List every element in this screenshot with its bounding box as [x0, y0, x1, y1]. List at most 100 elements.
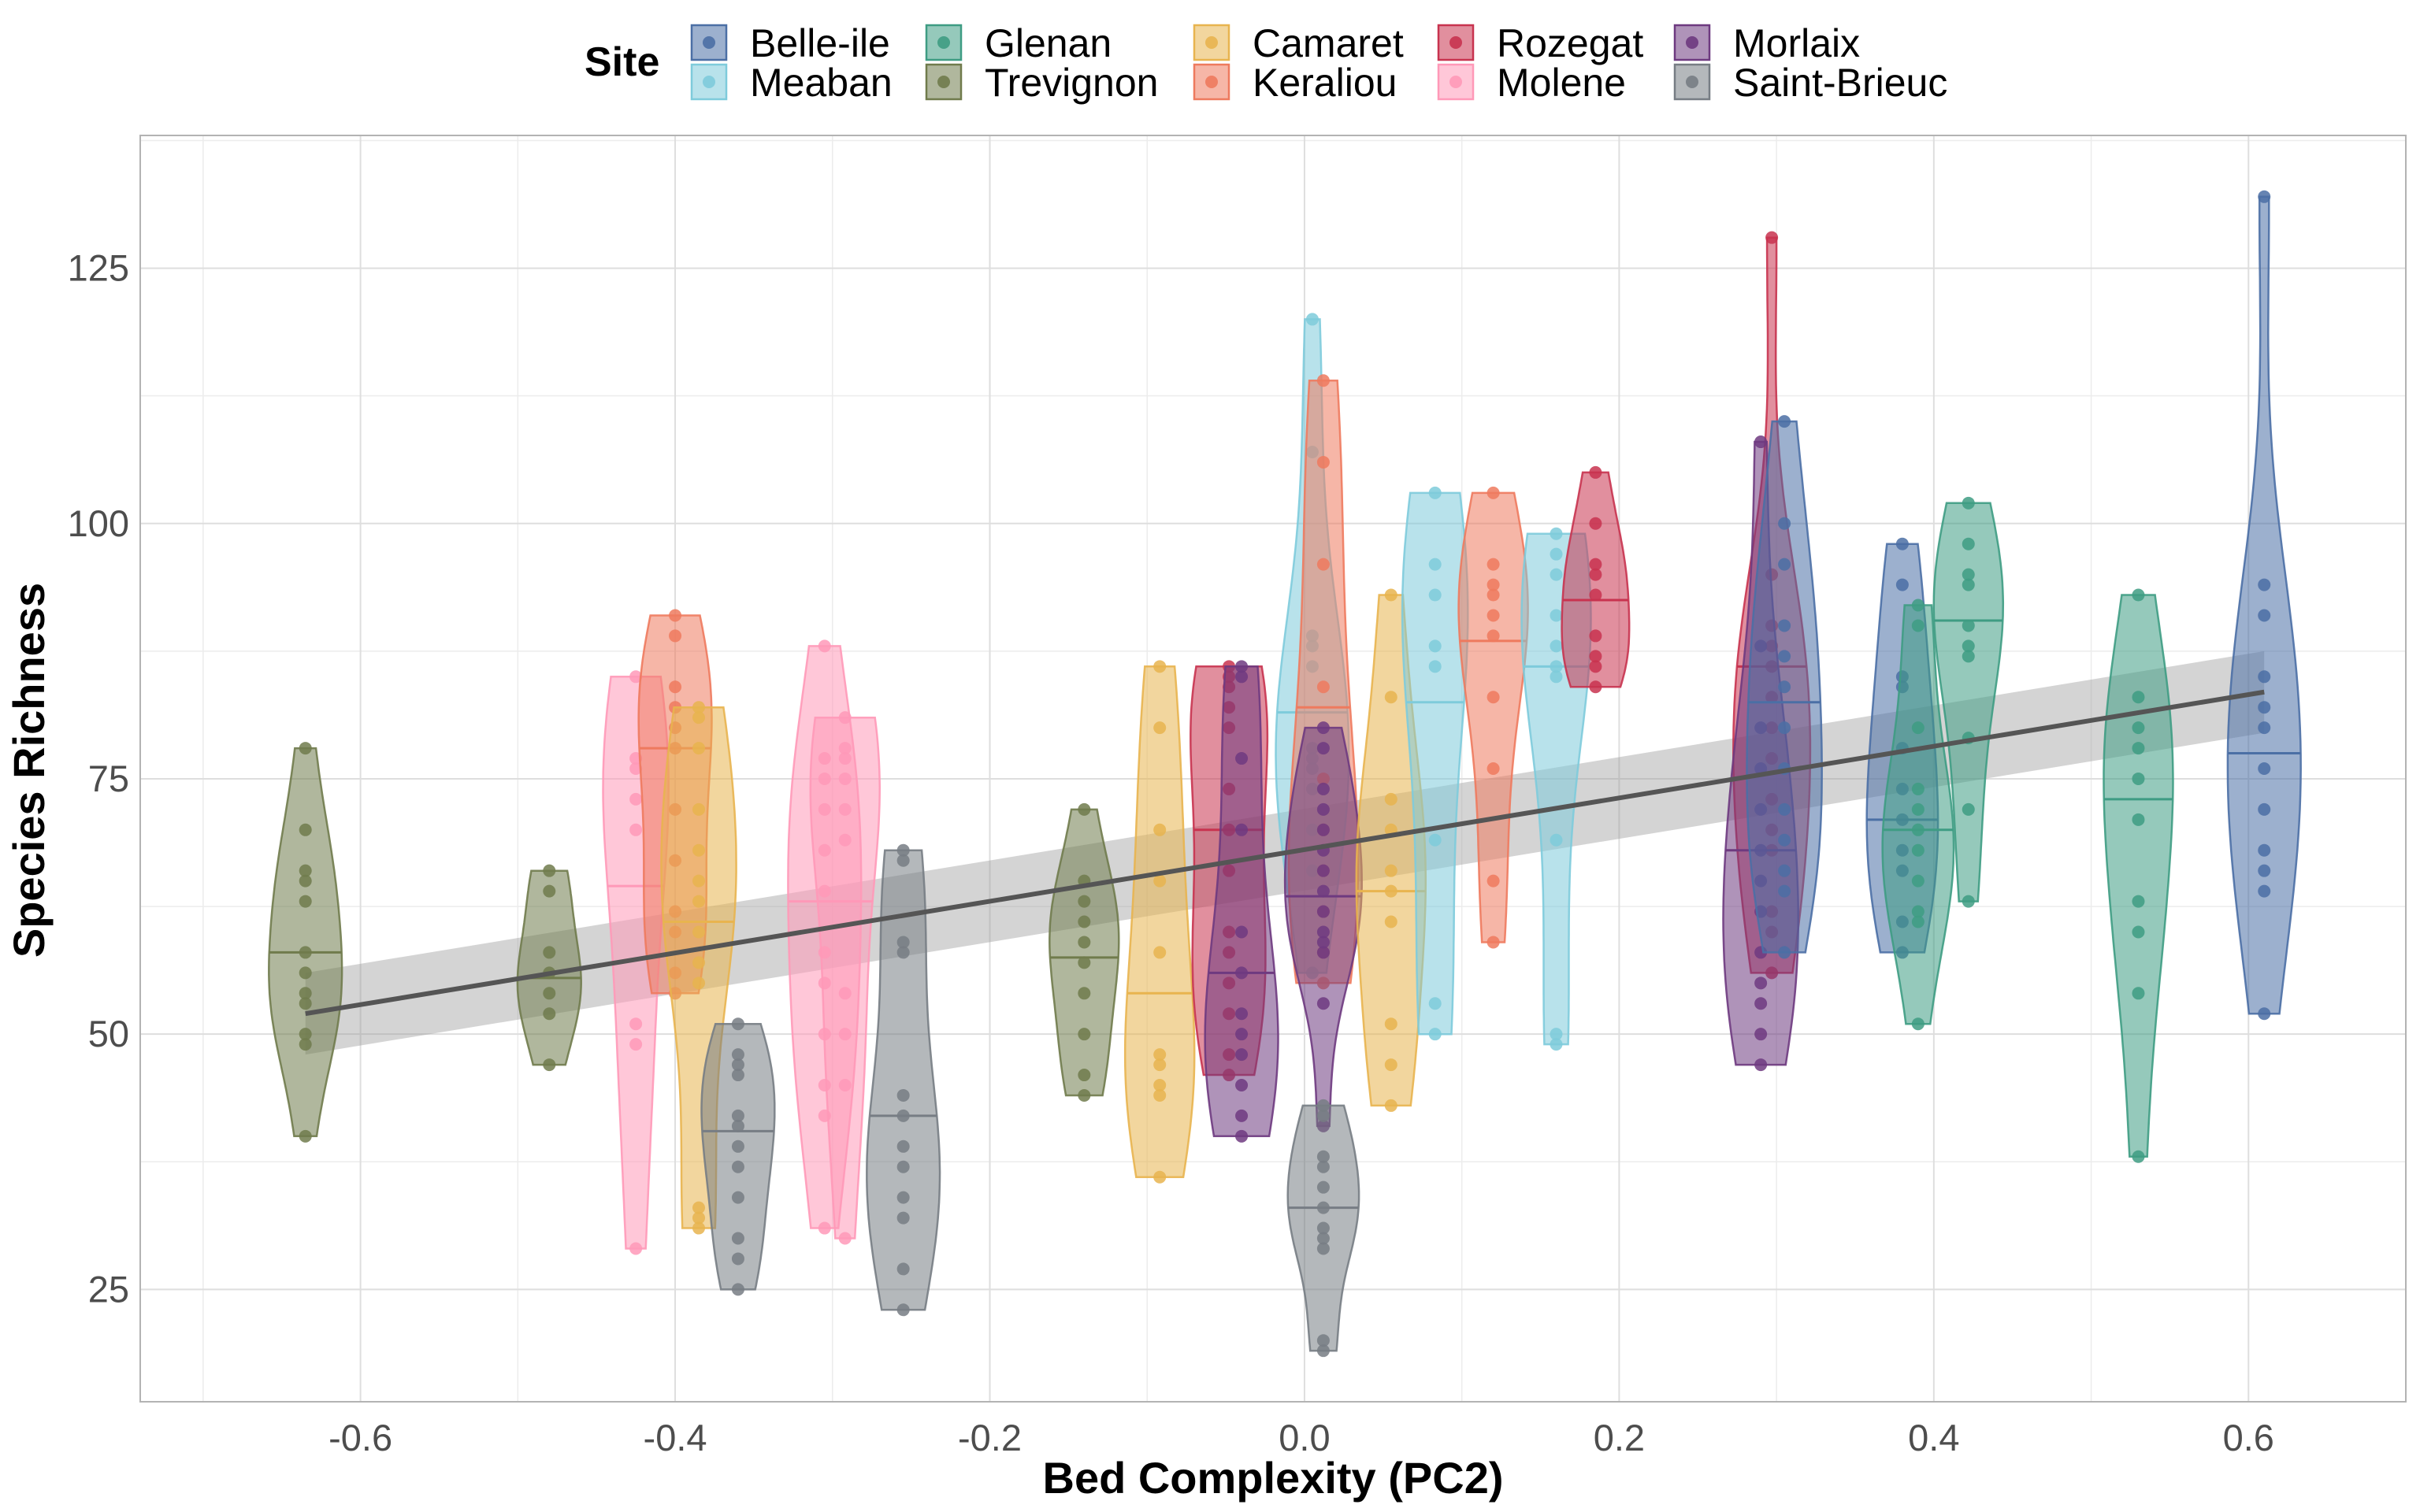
data-point [692, 976, 706, 990]
data-point [629, 792, 643, 806]
legend-item-saint-brieuc: Saint-Brieuc [1673, 61, 1947, 105]
data-point [1962, 650, 1975, 663]
data-point [1384, 1017, 1397, 1031]
data-point [896, 946, 910, 959]
data-point [2258, 190, 2271, 203]
data-point [1153, 946, 1167, 959]
data-point [896, 1088, 910, 1102]
data-point [2132, 772, 2145, 785]
data-point [692, 874, 706, 888]
data-point [2132, 1150, 2145, 1163]
data-point [838, 1028, 852, 1041]
data-point [299, 864, 312, 877]
data-point [1778, 650, 1791, 663]
data-point [299, 966, 312, 980]
data-point [2258, 802, 2271, 816]
data-point [838, 772, 852, 785]
data-point [731, 1283, 744, 1296]
data-point [1550, 1028, 1563, 1041]
data-point [1962, 578, 1975, 591]
data-point [1316, 1344, 1330, 1358]
data-point [1589, 517, 1602, 530]
y-tick-label: 75 [88, 758, 129, 799]
violin-body [866, 849, 941, 1311]
x-tick-label: 0.4 [1908, 1417, 1959, 1458]
data-point [543, 864, 556, 877]
violin-body [700, 1022, 776, 1291]
data-point [2258, 843, 2271, 857]
legend-item-trevignon: Trevignon [925, 61, 1158, 105]
legend-item-keraliou: Keraliou [1193, 61, 1397, 105]
violin-body [1204, 665, 1279, 1138]
data-point [669, 609, 682, 622]
data-point [1316, 1109, 1330, 1122]
data-point [1316, 946, 1330, 959]
legend-item-belle-ile: Belle-ile [690, 21, 890, 65]
data-point [1778, 833, 1791, 847]
data-point [1487, 558, 1500, 571]
data-point [1384, 1099, 1397, 1112]
data-point [692, 895, 706, 908]
data-point [1078, 936, 1091, 949]
data-point [1316, 905, 1330, 918]
legend-item-glenan: Glenan [925, 21, 1112, 65]
data-point [2132, 721, 2145, 735]
legend-item-rozegat: Rozegat [1437, 21, 1643, 65]
data-point [838, 987, 852, 1000]
data-point [2258, 762, 2271, 775]
data-point [1316, 802, 1330, 816]
data-point [1153, 660, 1167, 673]
x-tick-label: -0.2 [958, 1417, 1022, 1458]
data-point [1778, 517, 1791, 530]
data-point [1078, 1028, 1091, 1041]
data-point [2258, 670, 2271, 684]
data-point [1384, 691, 1397, 704]
data-point [1316, 1221, 1330, 1235]
data-point [1235, 660, 1249, 673]
y-axis-ticks: 25 50 75 100 125 [68, 247, 129, 1310]
violin-morlaix [1204, 660, 1279, 1143]
legend-key-point [703, 36, 715, 49]
data-point [1778, 721, 1791, 735]
data-point [1384, 792, 1397, 806]
data-point [299, 1028, 312, 1041]
data-point [1428, 588, 1442, 602]
data-point [1316, 1150, 1330, 1163]
data-point [299, 895, 312, 908]
data-point [1235, 670, 1249, 684]
x-axis-ticks: -0.6 -0.4 -0.2 0.0 0.2 0.4 0.6 [328, 1417, 2274, 1458]
violin-camaret [660, 701, 737, 1235]
data-point [1428, 486, 1442, 499]
data-point [669, 629, 682, 643]
legend-key-point [1686, 36, 1698, 49]
data-point [896, 1262, 910, 1276]
data-point [896, 1109, 910, 1122]
data-point [1962, 802, 1975, 816]
data-point [1911, 843, 1924, 857]
data-point [1235, 1109, 1249, 1122]
violin-molene [809, 711, 882, 1245]
trend-line-layer [305, 689, 2265, 1017]
data-point [731, 1160, 744, 1173]
legend-key-point [1205, 36, 1218, 49]
data-point [1487, 936, 1500, 949]
data-point [838, 833, 852, 847]
legend-item-morlaix: Morlaix [1673, 21, 1860, 65]
data-point [1153, 1058, 1167, 1072]
data-point [692, 925, 706, 939]
data-point [1589, 660, 1602, 673]
violin-saint-brieuc [866, 843, 941, 1317]
data-point [1754, 435, 1768, 449]
data-point [1316, 374, 1330, 387]
legend-label: Rozegat [1497, 21, 1643, 65]
data-point [1316, 936, 1330, 949]
data-point [1550, 1038, 1563, 1051]
violin-glenan [1932, 496, 2005, 908]
data-point [731, 1252, 744, 1266]
data-point [1550, 833, 1563, 847]
data-point [1316, 884, 1330, 898]
violin-body [1123, 665, 1196, 1178]
data-point [1962, 537, 1975, 550]
legend-item-camaret: Camaret [1193, 21, 1404, 65]
